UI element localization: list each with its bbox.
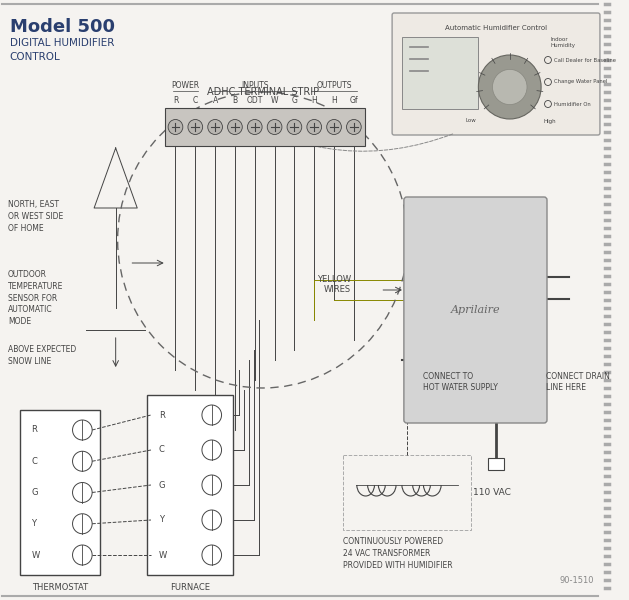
Text: R: R (159, 410, 165, 419)
FancyBboxPatch shape (392, 13, 600, 135)
Text: Aprilaire: Aprilaire (450, 305, 500, 315)
Text: OUTPUTS: OUTPUTS (316, 81, 352, 90)
Text: G: G (31, 488, 38, 497)
Bar (165, 108, 365, 146)
Text: OUTDOOR
TEMPERATURE
SENSOR FOR
AUTOMATIC
MODE: OUTDOOR TEMPERATURE SENSOR FOR AUTOMATIC… (8, 270, 64, 326)
Text: R: R (173, 96, 178, 105)
Text: 90-1510: 90-1510 (560, 576, 594, 585)
Text: ADHC TERMINAL STRIP: ADHC TERMINAL STRIP (207, 87, 319, 97)
Text: W: W (159, 551, 167, 559)
Text: W: W (271, 96, 279, 105)
Bar (488, 458, 504, 470)
Text: POWER: POWER (171, 81, 199, 90)
Bar (343, 455, 470, 530)
Circle shape (326, 119, 342, 134)
Bar (147, 395, 233, 575)
Text: A: A (213, 96, 218, 105)
Text: H: H (331, 96, 337, 105)
Text: R: R (31, 425, 37, 434)
Text: CONNECT DRAIN
LINE HERE: CONNECT DRAIN LINE HERE (546, 372, 610, 392)
Text: NORTH, EAST
OR WEST SIDE
OF HOME: NORTH, EAST OR WEST SIDE OF HOME (8, 200, 63, 233)
Text: H: H (311, 96, 317, 105)
Text: CONTINUOUSLY POWERED
24 VAC TRANSFORMER
PROVIDED WITH HUMIDIFIER: CONTINUOUSLY POWERED 24 VAC TRANSFORMER … (343, 537, 453, 569)
Text: DIGITAL HUMIDIFIER
CONTROL: DIGITAL HUMIDIFIER CONTROL (10, 38, 114, 62)
Circle shape (267, 119, 282, 134)
Text: Y: Y (159, 515, 164, 524)
Text: 110 VAC: 110 VAC (474, 488, 511, 497)
Text: FURNACE: FURNACE (170, 583, 210, 592)
Text: Y: Y (31, 519, 36, 528)
Text: C: C (159, 445, 165, 455)
Text: Automatic Humidifier Control: Automatic Humidifier Control (445, 25, 547, 31)
Text: Indoor
Humidity: Indoor Humidity (551, 37, 576, 48)
Text: G: G (291, 96, 298, 105)
Bar (19, 410, 100, 575)
Circle shape (188, 119, 203, 134)
FancyBboxPatch shape (404, 197, 547, 423)
Text: ABOVE EXPECTED
SNOW LINE: ABOVE EXPECTED SNOW LINE (8, 345, 76, 366)
Text: High: High (543, 118, 555, 124)
Circle shape (228, 119, 242, 134)
Text: CONNECT TO
HOT WATER SUPPLY: CONNECT TO HOT WATER SUPPLY (423, 372, 498, 392)
Text: THERMOSTAT: THERMOSTAT (31, 583, 88, 592)
Text: Gf: Gf (350, 96, 358, 105)
Text: B: B (232, 96, 238, 105)
Text: G: G (159, 481, 165, 490)
Text: Humidifier On: Humidifier On (554, 101, 591, 107)
Text: INPUTS: INPUTS (241, 81, 269, 90)
Circle shape (479, 55, 541, 119)
Text: Call Dealer for Baseline: Call Dealer for Baseline (554, 58, 616, 62)
Text: Low: Low (465, 118, 476, 124)
Text: ODT: ODT (247, 96, 263, 105)
Circle shape (247, 119, 262, 134)
Circle shape (347, 119, 361, 134)
Circle shape (287, 119, 302, 134)
Text: C: C (31, 457, 37, 466)
Circle shape (493, 70, 527, 104)
Bar (402, 37, 479, 109)
Text: C: C (192, 96, 198, 105)
Text: YELLOW
WIRES: YELLOW WIRES (317, 275, 351, 295)
Circle shape (168, 119, 183, 134)
Circle shape (208, 119, 223, 134)
Text: W: W (31, 551, 40, 559)
Circle shape (307, 119, 321, 134)
Text: Change Water Panel: Change Water Panel (554, 79, 608, 85)
Text: Model 500: Model 500 (10, 18, 115, 36)
